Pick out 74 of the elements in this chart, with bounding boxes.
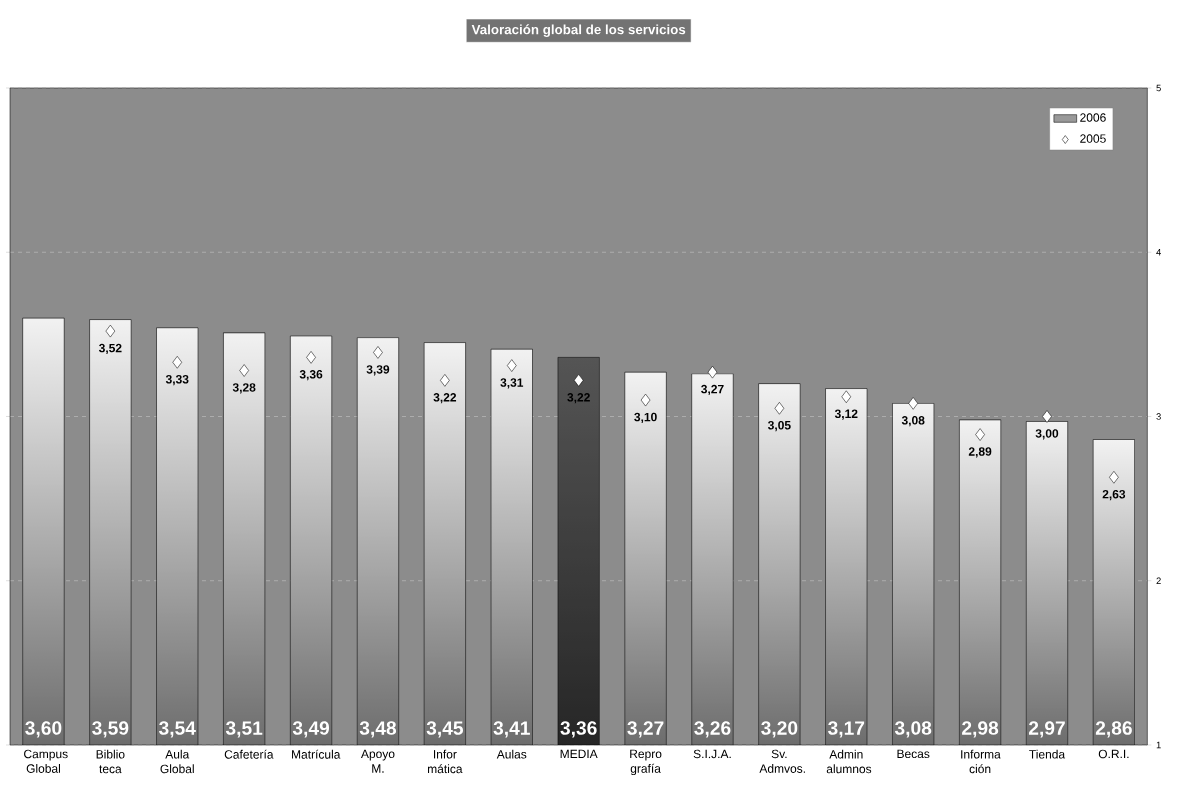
x-tick-label: Informa ción (961, 749, 1001, 774)
legend-label: 2006 (1080, 113, 1106, 122)
x-tick-label: Sv. Admvos. (759, 749, 805, 773)
data-label: 2,89 (968, 447, 992, 458)
point (707, 365, 718, 379)
point (774, 402, 785, 415)
point (1042, 410, 1052, 423)
data-label: 3,45 (426, 721, 464, 738)
x-tick-label: Admin alumnos (826, 749, 872, 774)
point (373, 346, 383, 359)
point (1109, 471, 1119, 484)
data-label: 3,39 (366, 365, 390, 376)
y-tick-label: 2 (1156, 577, 1161, 585)
x-tick-label: Tienda (1029, 749, 1066, 759)
data-label: 2,97 (1028, 721, 1065, 738)
data-label: 3,52 (98, 343, 122, 355)
point (172, 356, 183, 369)
data-label: 3,22 (567, 393, 590, 404)
data-label: 2,63 (1102, 489, 1126, 501)
data-label: 3,33 (165, 375, 189, 386)
data-label: 3,48 (359, 721, 397, 738)
x-tick-label: Aula Global (160, 749, 194, 774)
y-tick-label: 5 (1156, 84, 1161, 92)
x-tick-label: Becas (897, 749, 930, 759)
x-tick-label: Cafetería (224, 749, 274, 759)
data-label: 3,20 (761, 721, 798, 738)
y-tick-label: 4 (1156, 249, 1161, 256)
data-label: 3,12 (834, 409, 858, 420)
data-label: 2,98 (962, 721, 999, 738)
point (440, 374, 450, 387)
point (573, 374, 584, 387)
data-label: 3,27 (701, 384, 724, 396)
x-tick-label: Repro grafía (630, 749, 662, 776)
data-label: 3,49 (292, 721, 330, 738)
point (908, 397, 918, 410)
data-label: 3,26 (694, 721, 731, 738)
data-label: 3,36 (299, 370, 323, 381)
x-tick-label: Matrícula (292, 749, 341, 759)
x-tick-label: Apoyo M. (360, 749, 395, 773)
x-tick-label: Campus Global (24, 749, 68, 773)
data-label: 2,86 (1095, 721, 1132, 738)
data-label: 3,51 (225, 721, 263, 738)
data-label: 3,05 (767, 420, 791, 432)
point (306, 351, 316, 364)
data-label: 3,54 (159, 721, 196, 738)
data-label: 3,10 (634, 412, 657, 424)
x-tick-label: Biblio teca (96, 749, 125, 774)
data-label: 3,00 (1035, 429, 1059, 440)
data-label: 3,27 (627, 721, 664, 738)
data-label: 3,41 (493, 721, 530, 738)
data-label: 3,59 (92, 721, 129, 738)
data-label: 3,08 (894, 721, 932, 738)
x-tick-label: O.R.I. (1098, 749, 1129, 759)
y-tick-label: 1 (1156, 741, 1161, 749)
legend-label: 2005 (1080, 134, 1106, 143)
data-label: 3,36 (560, 721, 597, 738)
data-label: 3,08 (901, 416, 925, 427)
data-label: 3,31 (500, 378, 524, 389)
point (975, 428, 985, 441)
point (239, 364, 249, 377)
chart-title: Valoración global de los servicios (471, 24, 686, 37)
data-label: 3,22 (433, 393, 457, 404)
point (105, 324, 116, 338)
point (640, 393, 651, 407)
point (841, 390, 852, 404)
data-label: 3,60 (25, 721, 62, 738)
x-tick-label: MEDIA (560, 749, 598, 758)
x-tick-label: Aulas (496, 749, 527, 759)
data-label: 3,28 (232, 383, 256, 394)
point (507, 359, 517, 372)
x-tick-label: S.I.J.A. (693, 749, 731, 759)
x-tick-label: Infor mática (427, 749, 463, 774)
y-tick-label: 3 (1156, 413, 1161, 420)
data-label: 3,17 (828, 721, 865, 738)
